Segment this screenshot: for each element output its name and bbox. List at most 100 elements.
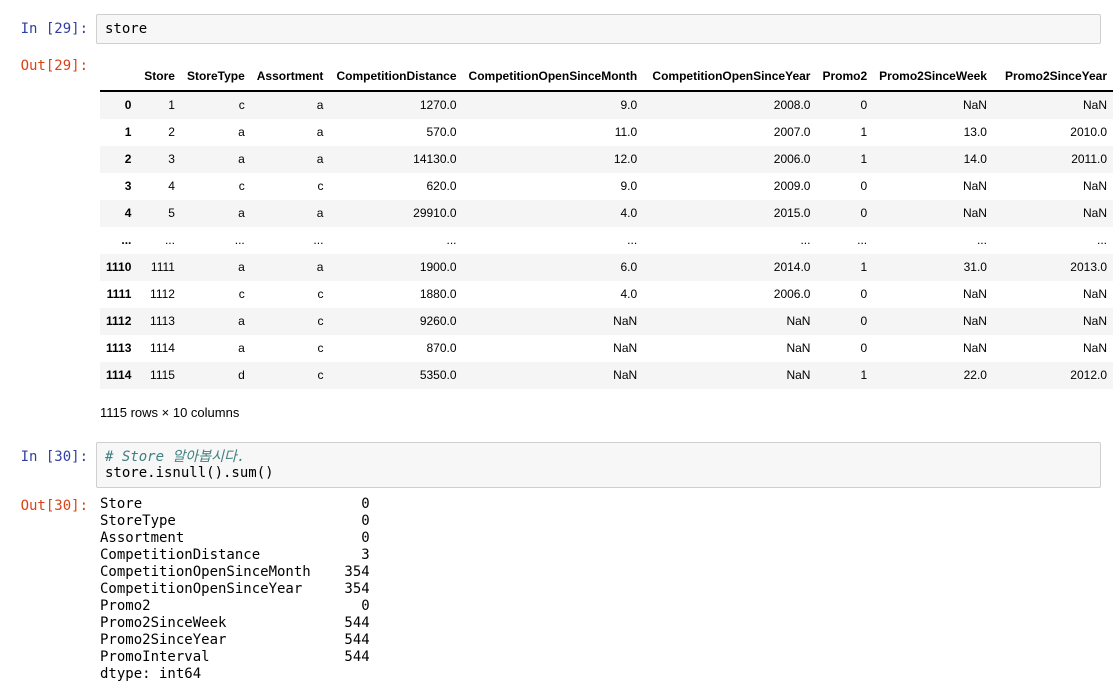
table-cell: ... (800, 233, 811, 247)
code-editor-29[interactable]: store (96, 14, 1101, 44)
series-output-text: Store 0 StoreType 0 Assortment 0 Competi… (100, 496, 370, 682)
input-prompt-29: In [29]: (20, 21, 88, 37)
table-cell: 2 (168, 125, 175, 139)
table-cell: 2006.0 (773, 287, 811, 301)
table-row: 1 2 a a 570.0 11.0 2007.0 1 13.0 2010.0 (100, 119, 1113, 146)
table-row: 2 3 a a 14130.0 12.0 2006.0 1 14.0 2011.0 (100, 146, 1113, 173)
table-cell: 0 (860, 314, 868, 328)
table-cell: ... (857, 233, 868, 247)
table-cell: 1112 (150, 287, 175, 301)
table-cell: 6.0 (620, 260, 638, 274)
table-cell: 2014.0 (773, 260, 811, 274)
table-cell: NaN (962, 206, 987, 220)
table-cell: 1 (168, 98, 175, 112)
table-cell: 9.0 (620, 179, 638, 193)
table-cell: c (317, 368, 324, 382)
table-cell: NaN (962, 341, 987, 355)
table-cell: 2007.0 (773, 125, 811, 139)
table-cell: a (238, 152, 245, 166)
table-row: 1112 1113 a c 9260.0 NaN NaN 0 NaN NaN (100, 308, 1113, 335)
row-index: 3 (124, 179, 132, 193)
table-cell: 2009.0 (773, 179, 811, 193)
table-cell: 13.0 (963, 125, 987, 139)
table-row: 1111 1112 c c 1880.0 4.0 2006.0 0 NaN NaN (100, 281, 1113, 308)
table-header-row: Store StoreType Assortment CompetitionDista… (100, 63, 1113, 91)
table-cell: NaN (786, 368, 811, 382)
table-cell: 4 (168, 179, 175, 193)
column-header: StoreType (186, 69, 245, 83)
table-cell: 1900.0 (419, 260, 457, 274)
table-cell: 2015.0 (773, 206, 811, 220)
dataframe-table: Store StoreType Assortment CompetitionDista… (100, 63, 1113, 389)
table-row: 1110 1111 a a 1900.0 6.0 2014.0 1 31.0 2013.0 (100, 254, 1113, 281)
table-cell: a (238, 314, 245, 328)
table-cell: 9.0 (620, 98, 638, 112)
table-cell: a (316, 125, 324, 139)
table-cell: 1114 (150, 341, 175, 355)
table-cell: a (238, 125, 245, 139)
table-cell: NaN (962, 98, 987, 112)
output-prompt-30: Out[30]: (20, 498, 88, 514)
table-cell: 2011.0 (1071, 152, 1107, 166)
table-row: 1113 1114 a c 870.0 NaN NaN 0 NaN NaN (100, 335, 1113, 362)
output-cell-30: Out[30]: Store 0 StoreType 0 Assortment … (0, 496, 1113, 683)
code-text-30: store.isnull().sum() (105, 465, 274, 481)
table-cell: 9260.0 (419, 314, 457, 328)
table-row: 3 4 c c 620.0 9.0 2009.0 0 NaN NaN (100, 173, 1113, 200)
table-cell: 1113 (150, 314, 175, 328)
table-cell: 1111 (150, 260, 175, 274)
table-cell: NaN (613, 341, 638, 355)
table-cell: 5350.0 (419, 368, 457, 382)
table-cell: 1 (860, 152, 868, 166)
code-text-29: store (105, 21, 148, 37)
table-cell: 1 (860, 260, 868, 274)
table-row: 1114 1115 d c 5350.0 NaN NaN 1 22.0 2012.0 (100, 362, 1113, 389)
table-cell: 22.0 (963, 368, 987, 382)
table-cell: 4.0 (620, 206, 638, 220)
table-cell: NaN (1082, 206, 1107, 220)
output-prompt-29: Out[29]: (20, 58, 88, 74)
table-cell: ... (1096, 233, 1107, 247)
table-cell: 0 (860, 98, 868, 112)
table-cell: a (238, 206, 245, 220)
table-cell: 14130.0 (413, 152, 457, 166)
table-cell: 5 (168, 206, 175, 220)
table-cell: ... (446, 233, 457, 247)
table-cell: a (316, 206, 324, 220)
table-cell: NaN (613, 368, 638, 382)
table-cell: 3 (168, 152, 175, 166)
column-header: Promo2 (822, 69, 868, 83)
table-cell: c (317, 314, 324, 328)
table-cell: 0 (860, 341, 868, 355)
table-cell: c (317, 341, 324, 355)
table-cell: 29910.0 (413, 206, 457, 220)
output-area-29: Store StoreType Assortment CompetitionDista… (100, 56, 1113, 420)
output-cell-29: Out[29]: Store StoreType Assortment Competi… (0, 56, 1113, 420)
table-cell: NaN (786, 314, 811, 328)
column-header: Promo2SinceYear (1004, 69, 1107, 83)
table-cell: 2010.0 (1070, 125, 1107, 139)
table-cell: c (317, 179, 324, 193)
table-cell: NaN (962, 287, 987, 301)
table-cell: NaN (962, 179, 987, 193)
row-index: ... (121, 233, 132, 247)
table-cell: ... (976, 233, 987, 247)
table-cell: ... (313, 233, 324, 247)
code-comment-30: # Store 알아봅시다. (105, 449, 246, 465)
table-cell: NaN (1082, 287, 1107, 301)
code-editor-30[interactable]: # Store 알아봅시다. store.isnull().sum() (96, 442, 1101, 488)
column-header: CompetitionDistance (336, 69, 457, 83)
table-cell: 2013.0 (1070, 260, 1107, 274)
code-cell-29: In [29]: store (0, 14, 1113, 44)
table-cell: ... (627, 233, 638, 247)
table-cell: c (238, 179, 245, 193)
table-cell: NaN (1082, 341, 1107, 355)
table-cell: a (316, 152, 324, 166)
column-header: Store (144, 69, 175, 83)
table-cell: 11.0 (614, 125, 638, 139)
table-cell: NaN (1082, 314, 1107, 328)
output-area-30: Store 0 StoreType 0 Assortment 0 Competi… (100, 496, 370, 683)
table-cell: NaN (786, 341, 811, 355)
row-index: 1114 (106, 368, 132, 382)
table-cell: ... (234, 233, 245, 247)
